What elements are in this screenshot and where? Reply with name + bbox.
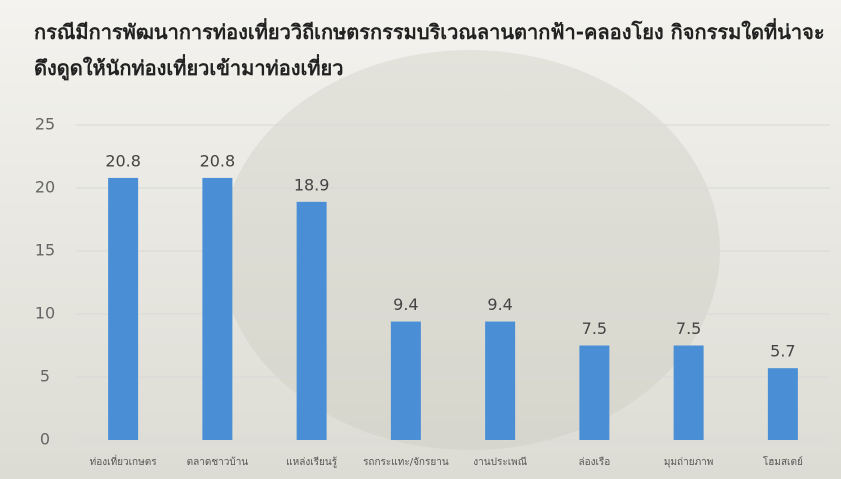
- y-tick-label: 20: [35, 178, 55, 197]
- x-tick-label: รถกระแทะ/จักรยาน: [363, 457, 449, 468]
- y-tick-label: 5: [40, 367, 50, 386]
- bar: [390, 321, 421, 440]
- data-label: 7.5: [582, 319, 607, 338]
- y-tick-label: 0: [40, 430, 50, 449]
- x-tick-label: โฮมสเตย์: [763, 455, 803, 468]
- data-label: 7.5: [676, 319, 701, 338]
- y-tick-label: 15: [35, 241, 55, 260]
- background-photo: [220, 50, 720, 450]
- bar: [767, 368, 798, 440]
- y-tick-label: 10: [35, 304, 55, 323]
- x-tick-label: งานประเพณี: [473, 456, 527, 468]
- y-tick-label: 25: [35, 115, 55, 134]
- x-tick-label: มุมถ่ายภาพ: [664, 457, 714, 468]
- data-label: 9.4: [393, 295, 418, 314]
- data-label: 9.4: [487, 295, 512, 314]
- x-tick-label: ตลาดชาวบ้าน: [187, 456, 249, 468]
- bar: [673, 345, 704, 440]
- bar: [485, 321, 516, 440]
- data-label: 20.8: [105, 151, 141, 170]
- data-label: 20.8: [200, 151, 236, 170]
- chart-title: กรณีมีการพัฒนาการท่องเที่ยววิถีเกษตรกรรม…: [34, 20, 825, 80]
- data-label: 5.7: [770, 342, 795, 361]
- bar: [108, 177, 139, 441]
- data-label: 18.9: [294, 175, 330, 194]
- x-tick-label: ล่องเรือ: [578, 456, 610, 468]
- bar: [202, 177, 233, 441]
- x-tick-label: ท่องเที่ยวเกษตร: [90, 454, 158, 468]
- bar: [579, 345, 610, 440]
- bar: [296, 201, 327, 440]
- x-tick-label: แหล่งเรียนรู้: [286, 456, 338, 468]
